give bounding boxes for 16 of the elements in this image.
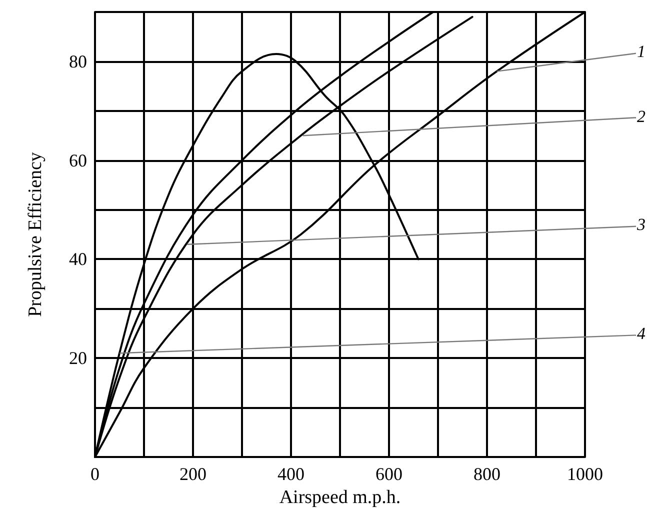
x-tick-label: 800 bbox=[474, 464, 500, 484]
y-axis-title: Propulsive Efficiency bbox=[25, 152, 46, 317]
annotation: 2 bbox=[637, 106, 646, 127]
x-tick-label: 600 bbox=[376, 464, 402, 484]
y-tick-label: 20 bbox=[69, 348, 87, 368]
y-tick-label: 80 bbox=[69, 51, 87, 72]
x-tick-label: 0 bbox=[90, 464, 100, 484]
x-tick-label: 200 bbox=[180, 464, 206, 484]
y-tick-label: 40 bbox=[69, 249, 87, 270]
x-tick-label: 400 bbox=[278, 464, 304, 484]
x-axis-title: Airspeed m.p.h. bbox=[279, 486, 401, 508]
annotation: 3 bbox=[637, 215, 646, 236]
annotation: 1 bbox=[637, 42, 646, 62]
x-tick-label: 1000 bbox=[567, 464, 603, 484]
y-tick-label: 60 bbox=[69, 150, 87, 170]
annotation: 4 bbox=[637, 324, 646, 344]
